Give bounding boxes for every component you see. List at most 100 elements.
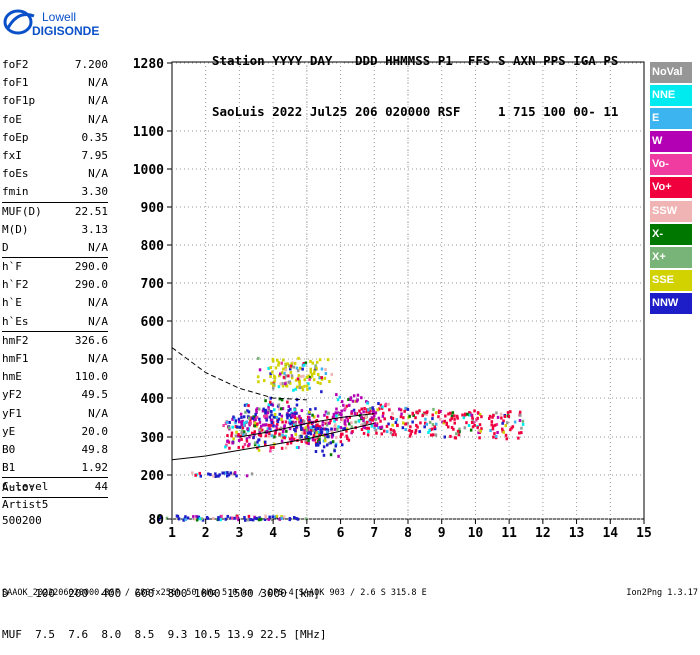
data-point bbox=[451, 411, 455, 415]
data-point bbox=[409, 425, 412, 429]
data-point bbox=[350, 425, 353, 429]
param-value: 7.95 bbox=[81, 148, 109, 162]
data-point bbox=[293, 412, 297, 416]
data-point bbox=[303, 378, 306, 382]
data-point bbox=[507, 415, 511, 418]
data-point bbox=[286, 442, 289, 446]
data-point bbox=[316, 421, 320, 425]
data-point bbox=[393, 430, 396, 434]
data-point bbox=[490, 423, 493, 427]
data-point bbox=[418, 430, 421, 434]
data-point bbox=[488, 417, 491, 420]
data-point bbox=[270, 518, 274, 522]
data-point bbox=[253, 419, 256, 423]
data-point bbox=[341, 418, 344, 422]
data-point bbox=[327, 442, 331, 445]
data-point bbox=[232, 415, 235, 419]
data-point bbox=[383, 429, 386, 433]
data-point bbox=[284, 434, 287, 438]
data-point bbox=[492, 435, 495, 439]
param-name: yF2 bbox=[2, 388, 22, 402]
data-point bbox=[304, 517, 308, 521]
y-tick-label: 900 bbox=[141, 201, 165, 216]
data-point bbox=[293, 416, 297, 420]
data-point bbox=[303, 384, 306, 388]
data-point bbox=[367, 426, 370, 430]
data-point bbox=[362, 410, 365, 414]
data-point bbox=[292, 388, 295, 392]
trace-sse bbox=[256, 356, 333, 394]
data-point bbox=[306, 431, 310, 435]
data-point bbox=[443, 435, 446, 439]
data-point bbox=[284, 368, 288, 372]
data-point bbox=[266, 427, 270, 431]
legend-item-vo-: Vo- bbox=[650, 154, 692, 176]
data-point bbox=[331, 440, 335, 444]
data-point bbox=[302, 429, 306, 433]
data-point bbox=[480, 415, 483, 419]
param-name: foF2 bbox=[2, 58, 29, 71]
data-point bbox=[381, 414, 385, 418]
data-point bbox=[280, 407, 283, 411]
data-point bbox=[315, 442, 319, 446]
param-row: C-level 44 bbox=[2, 478, 108, 496]
data-point bbox=[416, 425, 419, 429]
data-point bbox=[327, 411, 330, 415]
y-tick-label: 300 bbox=[141, 431, 165, 446]
data-point bbox=[273, 435, 276, 439]
data-point bbox=[288, 364, 291, 368]
data-point bbox=[212, 517, 215, 520]
data-point bbox=[348, 422, 351, 426]
data-point bbox=[309, 429, 313, 433]
data-point bbox=[293, 361, 297, 365]
data-point bbox=[230, 431, 234, 435]
param-row: hmF1 N/A bbox=[2, 350, 108, 368]
scaled-parameters-panel: foF2 7.200 foF1 N/A foF1p N/A foE N/A foEp 0.35 fx… bbox=[2, 56, 108, 498]
y-tick-label: 700 bbox=[141, 277, 165, 292]
data-point bbox=[473, 409, 476, 413]
data-point bbox=[268, 432, 271, 435]
data-point bbox=[307, 426, 310, 430]
data-point bbox=[343, 419, 346, 423]
data-point bbox=[297, 374, 301, 378]
data-point bbox=[226, 439, 229, 443]
data-point bbox=[192, 515, 195, 519]
data-point bbox=[286, 362, 290, 366]
data-point bbox=[228, 420, 231, 424]
data-point bbox=[414, 431, 417, 435]
data-point bbox=[324, 368, 327, 371]
data-point bbox=[375, 431, 378, 435]
data-point bbox=[301, 363, 305, 367]
data-point bbox=[428, 420, 432, 424]
data-point bbox=[277, 417, 281, 421]
data-point bbox=[379, 426, 382, 430]
data-point bbox=[318, 433, 321, 437]
logo-line1: Lowell bbox=[42, 10, 77, 24]
data-point bbox=[325, 430, 329, 434]
data-point bbox=[473, 423, 476, 427]
data-point bbox=[391, 423, 394, 427]
data-point bbox=[288, 518, 291, 522]
data-point bbox=[256, 440, 259, 444]
param-value: N/A bbox=[88, 240, 108, 254]
data-point bbox=[402, 421, 405, 425]
data-point bbox=[277, 407, 281, 411]
data-point bbox=[352, 394, 356, 398]
data-point bbox=[477, 431, 480, 435]
data-point bbox=[283, 436, 286, 440]
data-point bbox=[343, 422, 347, 426]
data-point bbox=[401, 426, 405, 430]
data-point bbox=[293, 423, 296, 427]
data-point bbox=[332, 412, 336, 416]
data-point bbox=[290, 362, 293, 366]
data-point bbox=[308, 386, 311, 390]
data-point bbox=[320, 367, 324, 371]
data-point bbox=[258, 368, 262, 372]
data-point bbox=[445, 423, 448, 427]
data-point bbox=[310, 425, 313, 429]
data-point bbox=[499, 412, 503, 416]
data-point bbox=[285, 429, 288, 433]
param-separator bbox=[2, 257, 108, 259]
data-point bbox=[339, 412, 342, 415]
data-point bbox=[301, 388, 305, 392]
